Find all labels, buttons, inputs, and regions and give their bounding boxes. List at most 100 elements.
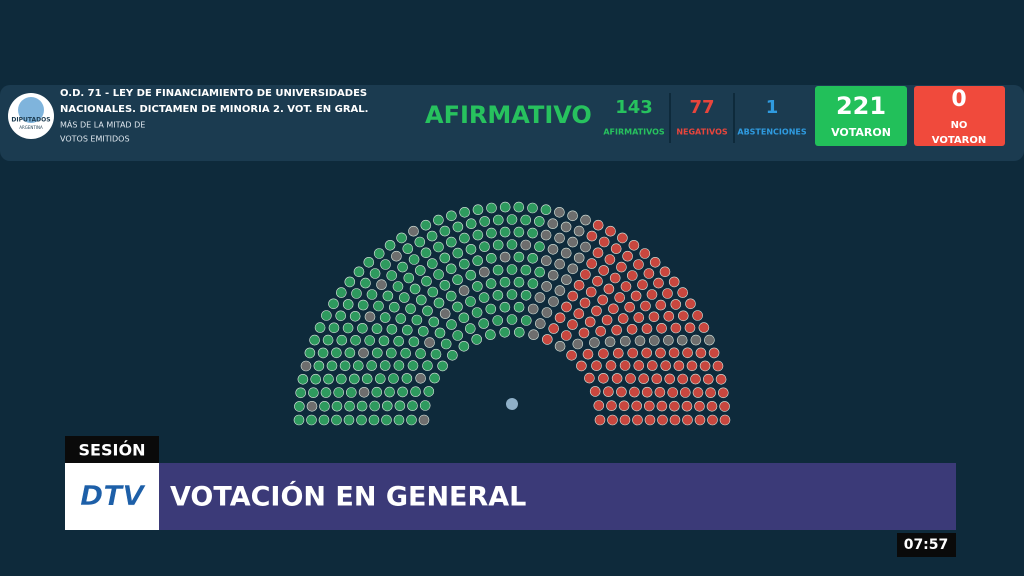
seat [567,236,579,248]
seat [637,279,648,291]
seat [561,301,572,313]
seat [597,294,609,306]
seat [306,400,318,412]
seat [424,337,435,348]
seat [396,232,407,244]
seat [447,349,458,361]
seat [356,414,367,426]
seat [554,340,566,352]
seat [527,202,538,214]
seat [668,347,680,359]
seat [409,283,421,295]
title: NACIONALES. DICTAMEN DE MINORIA 2. VOT. … [60,104,368,115]
seat [591,305,602,317]
seat [513,251,525,263]
seat [677,373,689,385]
seat [649,256,661,268]
seat [304,347,316,359]
seat [540,229,552,241]
seat [439,279,451,291]
seat [659,266,671,278]
seat [317,347,329,359]
logo-text: ARGENTINA [19,125,43,130]
seat [440,338,452,350]
seat [702,373,714,385]
seat [629,386,640,398]
seat [598,265,610,276]
seat [371,347,383,359]
seat [595,325,607,337]
seat [465,244,477,255]
seat [624,301,636,313]
seat [445,236,457,248]
seat [381,400,393,412]
seat [638,373,650,385]
seat [439,225,451,237]
seat [400,347,412,359]
seat [376,279,387,291]
seat [430,348,442,360]
seat [402,243,414,254]
seat [520,239,532,251]
seat [670,299,682,310]
seat [573,252,585,264]
seat [641,323,653,335]
seat [313,360,325,372]
seat [644,414,656,426]
seat [293,414,305,426]
seat [452,274,463,286]
seat [594,414,606,426]
seat [485,252,497,264]
seat [682,414,693,426]
count-label: ABSTENCIONES [737,128,806,137]
seat [452,247,464,259]
seat [458,340,470,352]
seat [349,310,361,322]
seat [715,373,727,385]
seat [527,227,538,239]
seat [712,360,724,372]
seat [547,218,559,229]
seat [572,338,584,350]
seat [586,230,598,242]
seat [360,277,371,289]
seat [527,303,539,315]
seat [407,400,418,412]
seat [664,373,676,385]
seat [401,373,413,384]
seat [499,226,511,238]
seat [479,241,490,252]
seat [593,400,605,411]
seat [520,214,532,226]
seat [506,239,518,250]
seat [627,347,639,359]
clock: 07:57 [904,537,949,553]
seat [465,269,477,281]
seat [677,310,689,322]
seat [499,251,511,263]
seat [411,314,423,326]
seat [639,248,651,259]
seat [328,322,340,334]
seat [331,347,342,359]
seat [643,400,655,412]
seat [485,278,497,289]
channel-logo: DTV [80,479,146,512]
seat [388,373,399,384]
seat [408,225,419,237]
seat [386,323,398,335]
seat [633,259,644,270]
tag: SESIÓN [79,441,146,460]
seat [427,286,439,298]
seat [478,318,490,329]
seat [499,301,511,313]
seat [415,348,426,359]
seat [398,292,410,303]
seat [520,289,532,301]
seat [321,310,332,321]
seat [626,270,638,281]
seat [403,272,415,284]
seat [415,294,427,306]
seat [373,300,384,312]
